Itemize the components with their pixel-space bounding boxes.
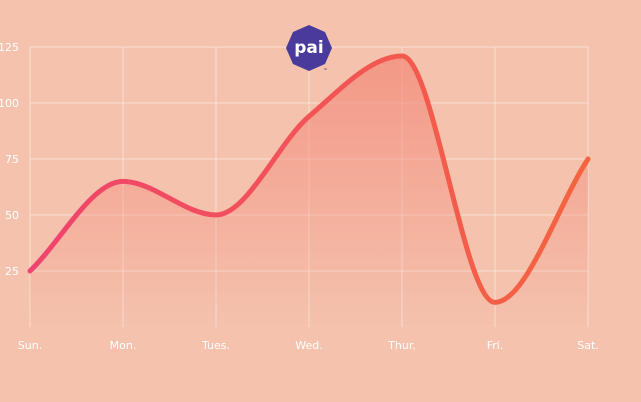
x-axis-ticks: Sun. Mon. Tues. Wed. Thur. Fri. Sat.: [18, 339, 599, 352]
x-tick-label: Thur.: [387, 339, 416, 352]
x-tick-label: Fri.: [487, 339, 504, 352]
y-tick-label: 50: [5, 209, 19, 222]
logo-text: pai: [294, 38, 323, 58]
y-axis-ticks: 25 50 75 100 125: [0, 41, 19, 278]
x-tick-label: Sat.: [577, 339, 599, 352]
y-tick-label: 100: [0, 97, 19, 110]
line-layer: [27, 53, 591, 305]
series-area: [30, 55, 588, 328]
x-tick-label: Mon.: [110, 339, 137, 352]
area-layer: [30, 55, 588, 328]
logo-trademark: ™: [323, 68, 328, 73]
pai-logo: pai ™: [286, 25, 332, 73]
series-line: [27, 53, 591, 305]
x-tick-label: Sun.: [18, 339, 42, 352]
x-tick-label: Wed.: [295, 339, 322, 352]
y-tick-label: 125: [0, 41, 19, 54]
y-tick-label: 75: [5, 153, 19, 166]
y-tick-label: 25: [5, 265, 19, 278]
logo-badge: [286, 25, 332, 71]
x-tick-label: Tues.: [201, 339, 230, 352]
